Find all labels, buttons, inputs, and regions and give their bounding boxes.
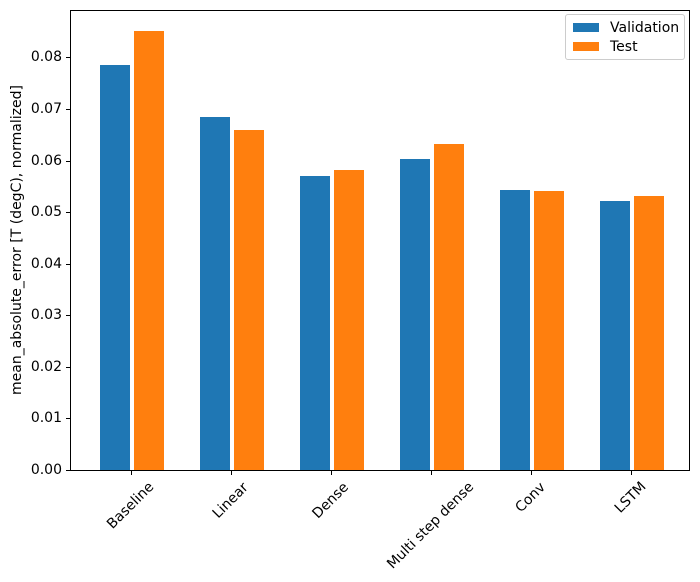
test-swatch bbox=[573, 42, 599, 51]
y-axis-tick-0.04 bbox=[66, 263, 70, 265]
y-axis-tick-0.05 bbox=[66, 212, 70, 214]
x-axis-tick-conv bbox=[531, 471, 532, 475]
bar-validation-linear bbox=[200, 116, 230, 470]
legend-entry-test: Test bbox=[573, 40, 684, 54]
legend-label-test: Test bbox=[610, 38, 638, 55]
x-tick-label-multi-step-dense: Multi step dense bbox=[384, 479, 478, 573]
y-axis-tick-0.02 bbox=[66, 366, 70, 368]
bar-test-lstm bbox=[634, 196, 664, 470]
x-tick-label-lstm: LSTM bbox=[611, 478, 650, 517]
y-tick-label-0.08: 0.08 bbox=[30, 49, 62, 66]
x-tick-label-linear: Linear bbox=[209, 479, 252, 522]
x-tick-label-dense: Dense bbox=[309, 478, 352, 522]
legend: Validation Test bbox=[565, 14, 685, 60]
y-axis-tick-0.08 bbox=[66, 57, 70, 59]
y-tick-label-0.01: 0.01 bbox=[30, 410, 62, 427]
y-tick-label-0.06: 0.06 bbox=[30, 152, 62, 169]
y-tick-label-0.04: 0.04 bbox=[30, 255, 62, 272]
bar-validation-dense bbox=[300, 176, 330, 470]
bar-test-linear bbox=[234, 129, 264, 470]
bar-test-multi-step-dense bbox=[434, 144, 464, 470]
y-axis-tick-0.03 bbox=[66, 315, 70, 317]
y-axis-tick-0.07 bbox=[66, 109, 70, 110]
x-tick-label-baseline: Baseline bbox=[104, 478, 158, 533]
legend-label-validation: Validation bbox=[610, 19, 680, 36]
bar-test-baseline bbox=[134, 30, 164, 470]
y-tick-label-0.00: 0.00 bbox=[30, 462, 62, 478]
y-axis-label: mean_absolute_error [T (degC), normalize… bbox=[9, 85, 25, 395]
x-tick-label-conv: Conv bbox=[512, 479, 549, 516]
y-tick-label-0.05: 0.05 bbox=[30, 204, 62, 221]
x-axis-tick-dense bbox=[331, 471, 332, 475]
bar-test-conv bbox=[534, 191, 564, 470]
y-axis-tick-0.06 bbox=[66, 160, 70, 162]
plot-area bbox=[70, 10, 690, 471]
x-axis-tick-linear bbox=[231, 471, 232, 475]
y-axis-tick-0.00 bbox=[66, 470, 70, 471]
x-axis-tick-multi-step-dense bbox=[431, 471, 432, 475]
validation-swatch bbox=[573, 23, 599, 32]
x-axis-tick-lstm bbox=[631, 471, 632, 475]
bar-validation-conv bbox=[500, 189, 530, 470]
bar-validation-lstm bbox=[600, 200, 630, 470]
y-axis-tick-0.01 bbox=[66, 418, 70, 420]
legend-entry-validation: Validation bbox=[573, 21, 684, 35]
y-tick-label-0.07: 0.07 bbox=[30, 101, 62, 117]
bar-test-dense bbox=[334, 170, 364, 470]
bar-validation-multi-step-dense bbox=[400, 158, 430, 470]
bar-validation-baseline bbox=[100, 65, 130, 470]
y-tick-label-0.02: 0.02 bbox=[30, 358, 62, 375]
x-axis-tick-baseline bbox=[131, 471, 132, 475]
y-tick-label-0.03: 0.03 bbox=[30, 307, 62, 324]
